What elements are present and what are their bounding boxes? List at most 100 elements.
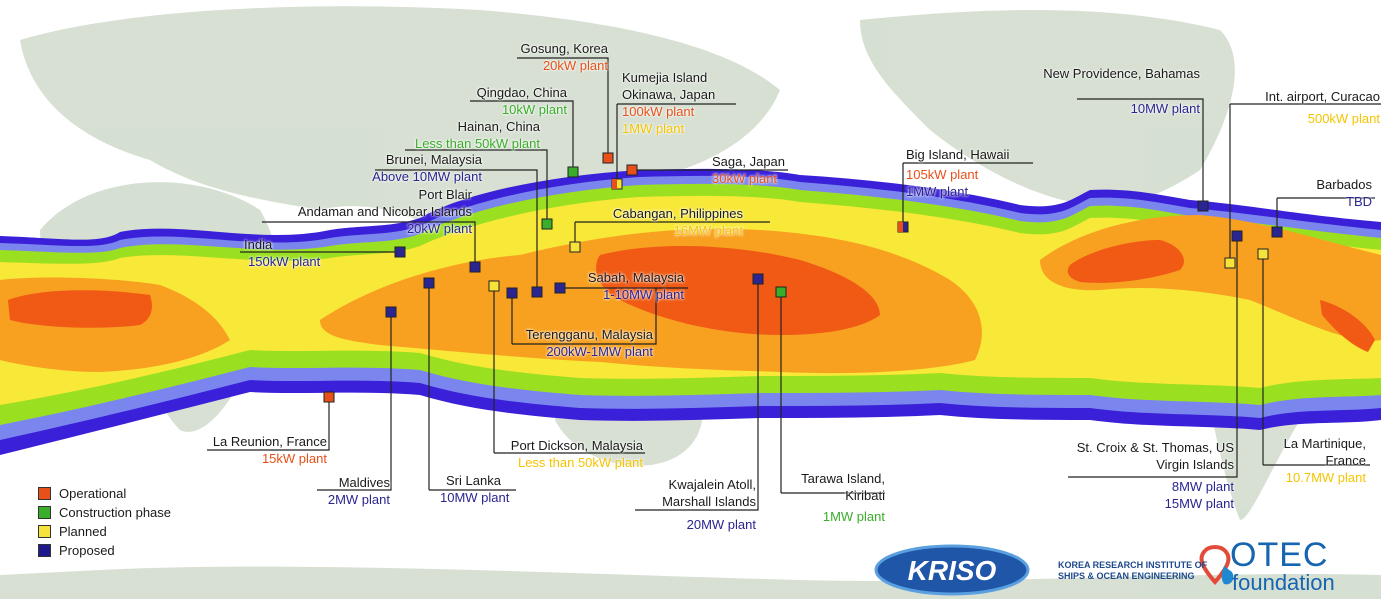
- otec-pin-icon: [1199, 544, 1234, 585]
- site-name: Port Dickson, Malaysia: [510, 438, 643, 453]
- label-bahamas: New Providence, Bahamas 10MW plant: [1040, 65, 1200, 117]
- site-plant: TBD: [1346, 194, 1372, 209]
- site-plant: 8MW plant: [1171, 479, 1234, 494]
- marker-portdickson[interactable]: [488, 280, 500, 292]
- marker-terengganu[interactable]: [506, 287, 518, 299]
- legend-swatch: [38, 487, 51, 500]
- site-plant: 20kW plant: [542, 58, 608, 73]
- marker-hawaii-half: [898, 222, 903, 232]
- marker-barbados[interactable]: [1271, 226, 1283, 238]
- site-name-line1: St. Croix & St. Thomas, US: [1076, 440, 1234, 455]
- site-plant: 10.7MW plant: [1285, 470, 1366, 485]
- label-qingdao: Qingdao, China 10kW plant: [450, 84, 567, 118]
- label-gosung: Gosung, Korea 20kW plant: [500, 40, 608, 74]
- marker-maldives[interactable]: [385, 306, 397, 318]
- kriso-name-line1: KOREA RESEARCH INSTITUTE OF: [1058, 560, 1208, 570]
- legend-item-planned: Planned: [38, 522, 171, 541]
- label-tarawa: Tarawa Island, Kiribati 1MW plant: [790, 470, 885, 525]
- marker-cabangan[interactable]: [569, 241, 581, 253]
- site-plant: Less than 50kW plant: [414, 136, 540, 151]
- site-plant: 10MW plant: [1130, 101, 1200, 116]
- site-name-line2: Okinawa, Japan: [622, 87, 716, 102]
- kriso-name-line2: SHIPS & OCEAN ENGINEERING: [1058, 571, 1195, 581]
- marker-srilanka[interactable]: [423, 277, 435, 289]
- site-name: Sabah, Malaysia: [587, 270, 684, 285]
- site-name: New Providence, Bahamas: [1043, 66, 1200, 81]
- site-plant: 20kW plant: [406, 221, 472, 236]
- site-name-line1: La Martinique,: [1283, 436, 1366, 451]
- site-plant: 100kW plant: [622, 104, 695, 119]
- marker-curacao[interactable]: [1224, 257, 1236, 269]
- marker-india[interactable]: [394, 246, 406, 258]
- marker-gosung[interactable]: [602, 152, 614, 164]
- site-name: Hainan, China: [457, 119, 540, 134]
- marker-hainan[interactable]: [541, 218, 553, 230]
- site-name-line1: Port Blair: [418, 187, 472, 202]
- legend-swatch: [38, 544, 51, 557]
- kriso-full-name: KOREA RESEARCH INSTITUTE OF SHIPS & OCEA…: [1058, 560, 1207, 582]
- site-plant: 10MW plant: [440, 490, 510, 505]
- marker-martinique[interactable]: [1257, 248, 1269, 260]
- label-kumejia: Kumejia Island Okinawa, Japan 100kW plan…: [622, 69, 715, 137]
- legend-label: Construction phase: [59, 505, 172, 520]
- label-srilanka: Sri Lanka 10MW plant: [440, 472, 509, 506]
- site-name-line2: France: [1325, 453, 1366, 468]
- otec-logo-line1: OTEC: [1230, 536, 1329, 574]
- site-name-line2: Andaman and Nicobar Islands: [297, 204, 472, 219]
- zone-core: [8, 240, 1375, 352]
- marker-saga[interactable]: [626, 164, 638, 176]
- marker-kwajalein[interactable]: [752, 273, 764, 285]
- label-hainan: Hainan, China Less than 50kW plant: [380, 118, 540, 152]
- site-name: India: [244, 237, 273, 252]
- site-name: Sri Lanka: [446, 473, 501, 488]
- label-barbados: Barbados TBD: [1290, 176, 1372, 210]
- marker-portblair[interactable]: [469, 261, 481, 273]
- legend-item-construction: Construction phase: [38, 503, 171, 522]
- marker-tarawa[interactable]: [775, 286, 787, 298]
- site-name: Brunei, Malaysia: [385, 152, 482, 167]
- marker-virgin[interactable]: [1231, 230, 1243, 242]
- site-plant: 500kW plant: [1307, 111, 1380, 126]
- site-plant: 10kW plant: [501, 102, 567, 117]
- kriso-logo-text: KRISO: [908, 555, 997, 586]
- site-plant-2: 15MW plant: [1164, 496, 1234, 511]
- site-plant: Less than 50kW plant: [517, 455, 643, 470]
- marker-kumejia-half: [612, 179, 617, 189]
- marker-bahamas[interactable]: [1197, 200, 1209, 212]
- site-name: Cabangan, Philippines: [612, 206, 743, 221]
- site-name-line1: Tarawa Island,: [801, 471, 885, 486]
- marker-brunei[interactable]: [531, 286, 543, 298]
- site-name-line2: Kiribati: [845, 488, 885, 503]
- site-name: Saga, Japan: [712, 154, 786, 169]
- label-brunei: Brunei, Malaysia Above 10MW plant: [340, 151, 482, 185]
- legend-label: Proposed: [59, 543, 115, 558]
- site-plant-2: 1MW plant: [906, 184, 969, 199]
- legend-label: Operational: [59, 486, 127, 501]
- site-name: Qingdao, China: [476, 85, 567, 100]
- legend: Operational Construction phase Planned P…: [38, 484, 171, 560]
- site-plant: 1-10MW plant: [603, 287, 684, 302]
- marker-qingdao[interactable]: [567, 166, 579, 178]
- label-portblair: Port Blair Andaman and Nicobar Islands 2…: [270, 186, 472, 237]
- otec-logo-line2: foundation: [1232, 570, 1335, 595]
- site-plant: 2MW plant: [327, 492, 390, 507]
- site-plant: 1MW plant: [822, 509, 885, 524]
- site-name-line1: Kumejia Island: [622, 70, 708, 85]
- site-plant: 20MW plant: [686, 517, 756, 532]
- marker-reunion[interactable]: [323, 391, 335, 403]
- label-kwajalein: Kwajalein Atoll, Marshall Islands 20MW p…: [640, 476, 756, 533]
- otec-foundation-logo: OTEC foundation: [1230, 538, 1335, 594]
- marker-sabah[interactable]: [554, 282, 566, 294]
- site-name: Big Island, Hawaii: [906, 147, 1010, 162]
- label-saga: Saga, Japan 30kW plant: [712, 153, 785, 187]
- label-cabangan: Cabangan, Philippines 16MW plant: [590, 205, 743, 239]
- legend-label: Planned: [59, 524, 107, 539]
- legend-swatch: [38, 525, 51, 538]
- label-hawaii: Big Island, Hawaii 105kW plant 1MW plant: [906, 146, 1009, 200]
- label-reunion: La Reunion, France 15kW plant: [200, 433, 327, 467]
- kriso-logo: KRISO: [874, 544, 1030, 596]
- thermal-zones: [0, 168, 1381, 455]
- site-plant: 150kW plant: [248, 254, 321, 269]
